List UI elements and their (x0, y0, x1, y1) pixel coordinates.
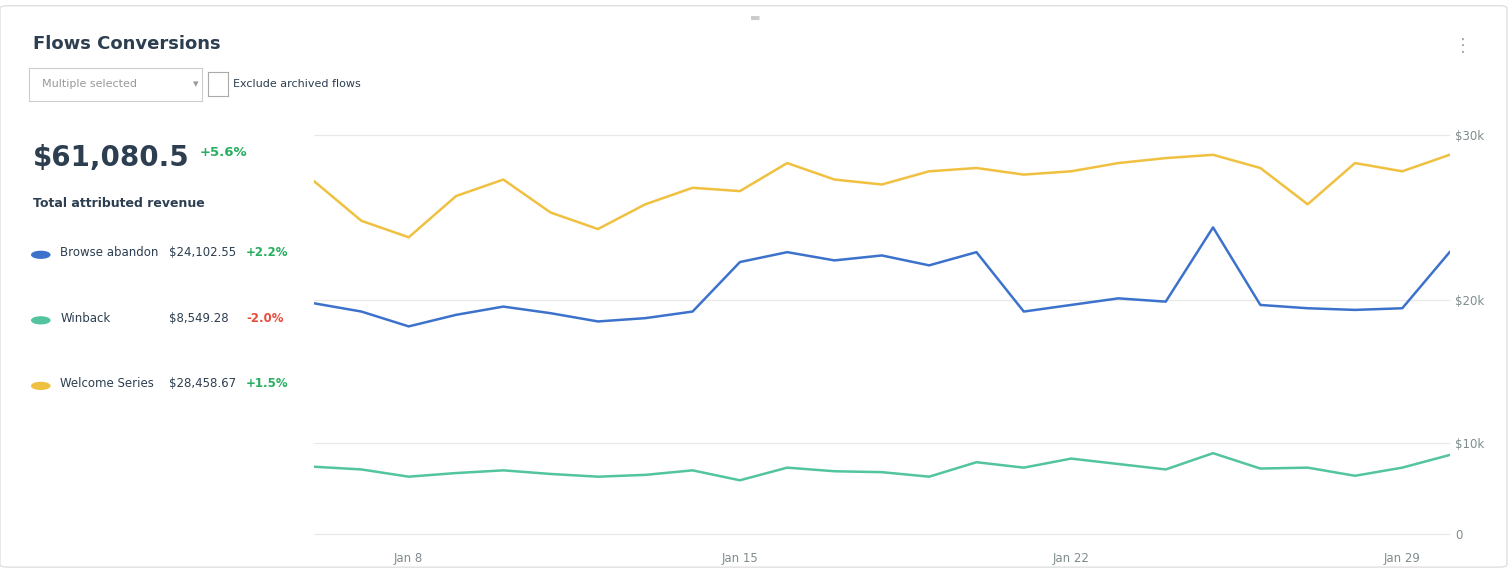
Text: ▬: ▬ (750, 13, 760, 23)
Text: $8,549.28: $8,549.28 (169, 312, 228, 325)
Text: Total attributed revenue: Total attributed revenue (33, 197, 205, 210)
Text: +2.2%: +2.2% (246, 246, 288, 259)
Text: -2.0%: -2.0% (246, 312, 284, 325)
Text: Exclude archived flows: Exclude archived flows (233, 79, 361, 89)
Text: +1.5%: +1.5% (246, 377, 288, 390)
Text: ▾: ▾ (193, 79, 199, 89)
Text: Flows Conversions: Flows Conversions (33, 35, 220, 54)
Text: ⋮: ⋮ (1454, 37, 1472, 55)
Text: Browse abandon: Browse abandon (60, 246, 159, 259)
Text: $24,102.55: $24,102.55 (169, 246, 236, 259)
Text: Multiple selected: Multiple selected (42, 79, 137, 89)
Text: $61,080.5: $61,080.5 (33, 144, 190, 172)
Text: +5.6%: +5.6% (199, 146, 248, 160)
Text: $28,458.67: $28,458.67 (169, 377, 236, 390)
Text: Welcome Series: Welcome Series (60, 377, 154, 390)
Text: Winback: Winback (60, 312, 110, 325)
